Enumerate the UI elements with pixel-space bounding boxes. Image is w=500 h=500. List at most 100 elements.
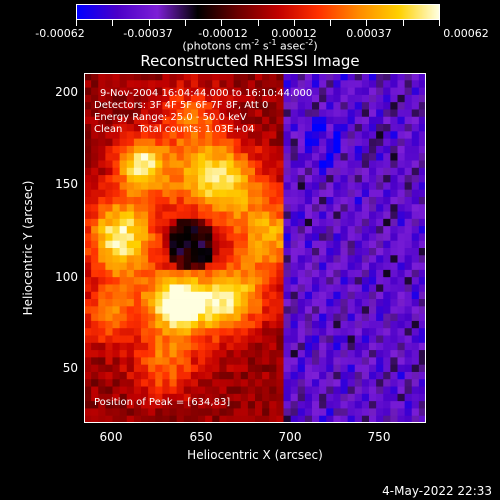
heatmap-cell (240, 335, 249, 344)
heatmap-cell (397, 196, 406, 205)
heatmap-cell (418, 386, 426, 395)
heatmap-cell (226, 218, 235, 227)
heatmap-cell (119, 87, 128, 96)
heatmap-cell (219, 102, 227, 110)
heatmap-cell (84, 313, 92, 322)
heatmap-cell (226, 160, 235, 169)
heatmap-cell (247, 124, 256, 132)
heatmap-cell (162, 153, 170, 161)
heatmap-cell (176, 167, 185, 176)
heatmap-cell (269, 371, 277, 380)
heatmap-cell (105, 218, 113, 227)
heatmap-cell (141, 269, 149, 278)
heatmap-cell (262, 131, 270, 140)
heatmap-cell (383, 269, 391, 278)
heatmap-cell (376, 401, 384, 409)
heatmap-cell (369, 415, 377, 423)
heatmap-cell (112, 124, 121, 132)
heatmap-cell (361, 131, 370, 140)
heatmap-cell (247, 393, 256, 402)
heatmap-cell (119, 196, 128, 205)
heatmap-cell (91, 73, 99, 81)
heatmap-cell (397, 102, 406, 110)
heatmap-cell (276, 262, 284, 271)
heatmap-cell (376, 357, 384, 366)
heatmap-cell (183, 248, 192, 256)
heatmap-cell (183, 145, 192, 154)
heatmap-cell (126, 167, 135, 176)
heatmap-cell (205, 284, 213, 293)
heatmap-cell (383, 357, 391, 366)
heatmap-cell (404, 218, 413, 227)
heatmap-cell (262, 379, 270, 387)
heatmap-cell (397, 269, 406, 278)
heatmap-cell (255, 182, 263, 191)
heatmap-cell (376, 320, 384, 329)
heatmap-cell (212, 415, 220, 423)
heatmap-cell (133, 328, 142, 336)
heatmap-cell (176, 80, 185, 88)
heatmap-cell (418, 284, 426, 293)
heatmap-cell (411, 320, 420, 329)
heatmap-cell (290, 131, 299, 140)
heatmap-cell (98, 408, 106, 417)
heatmap-cell (190, 371, 199, 380)
heatmap-cell (376, 350, 384, 358)
heatmap-cell (190, 211, 199, 220)
heatmap-cell (226, 306, 235, 315)
heatmap-cell (276, 109, 284, 118)
heatmap-cell (326, 87, 334, 96)
heatmap-cell (205, 153, 213, 161)
heatmap-cell (397, 145, 406, 154)
heatmap-cell (312, 277, 320, 285)
heatmap-cell (269, 167, 277, 176)
heatmap-cell (91, 408, 99, 417)
heatmap-cell (340, 73, 349, 81)
heatmap-cell (297, 393, 306, 402)
heatmap-cell (205, 386, 213, 395)
heatmap-cell (169, 364, 178, 373)
heatmap-cell (376, 284, 384, 293)
heatmap-cell (105, 386, 113, 395)
heatmap-cell (84, 116, 92, 125)
heatmap-cell (240, 255, 249, 263)
heatmap-cell (219, 401, 227, 409)
heatmap-cell (333, 335, 341, 344)
heatmap-cell (333, 80, 341, 88)
heatmap-cell (212, 313, 220, 322)
heatmap-cell (205, 233, 213, 242)
heatmap-cell (155, 145, 163, 154)
heatmap-cell (240, 116, 249, 125)
heatmap-cell (155, 386, 163, 395)
heatmap-cell (141, 87, 149, 96)
heatmap-cell (376, 408, 384, 417)
heatmap-cell (141, 94, 149, 103)
heatmap-cell (226, 182, 235, 191)
heatmap-cell (126, 357, 135, 366)
heatmap-cell (226, 124, 235, 132)
heatmap-cell (276, 160, 284, 169)
heatmap-cell (162, 386, 170, 395)
heatmap-cell (383, 320, 391, 329)
heatmap-cell (340, 277, 349, 285)
heatmap-cell (219, 116, 227, 125)
heatmap-cell (84, 218, 92, 227)
heatmap-cell (397, 138, 406, 147)
heatmap-cell (205, 124, 213, 132)
heatmap-cell (183, 320, 192, 329)
heatmap-cell (240, 408, 249, 417)
heatmap-cell (190, 87, 199, 96)
heatmap-cell (255, 196, 263, 205)
heatmap-cell (155, 313, 163, 322)
heatmap-cell (255, 313, 263, 322)
heatmap-cell (119, 291, 128, 300)
heatmap-cell (169, 277, 178, 285)
heatmap-cell (418, 255, 426, 263)
heatmap-cell (148, 269, 156, 278)
heatmap-cell (404, 189, 413, 198)
heatmap-cell (262, 328, 270, 336)
heatmap-cell (418, 226, 426, 234)
heatmap-cell (297, 94, 306, 103)
heatmap-cell (340, 306, 349, 315)
heatmap-cell (112, 218, 121, 227)
